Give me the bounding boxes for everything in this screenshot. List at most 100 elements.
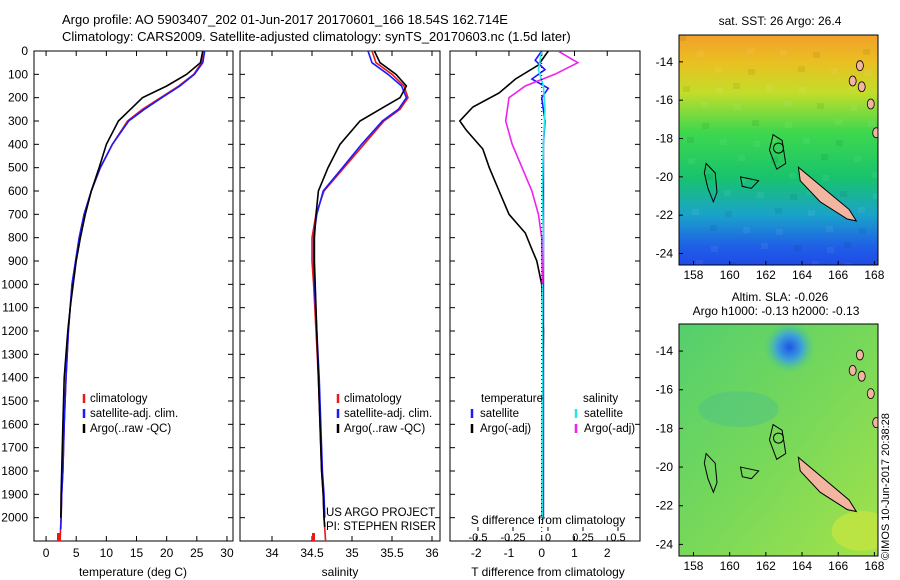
sst-map-pixel	[761, 243, 768, 249]
salinity-series-group	[311, 51, 409, 541]
timestamp-stamp: ©IMOS 10-Jun-2017 20:38:28	[880, 413, 892, 560]
sla-map-ytick-label: -24	[656, 537, 674, 551]
sst-map-pixel	[770, 136, 777, 142]
sla-map-reef-contour	[768, 423, 787, 461]
sst-map-pixel	[863, 49, 870, 55]
pressure-tick-label: 600	[8, 184, 28, 198]
sla-map-low-anomaly	[698, 391, 779, 428]
sla-map-ytick-label: -22	[656, 499, 674, 513]
chart-subtitle: Climatology: CARS2009. Satellite-adjuste…	[62, 29, 571, 44]
salinity-panel-frame	[239, 50, 441, 542]
sst-map-pixel	[803, 138, 810, 144]
difference-xtick-label: 2	[604, 546, 611, 560]
sla-map-xtick-label: 162	[756, 559, 776, 573]
sst-map-pixel	[711, 246, 718, 252]
sla-map-frame	[678, 323, 879, 557]
sst-map-pixel	[836, 140, 843, 146]
credit-pi: PI: STEPHEN RISER	[326, 521, 436, 533]
sla-map-island-small	[856, 349, 864, 361]
pressure-tick-label: 1300	[1, 347, 28, 361]
pressure-tick-label: 900	[8, 254, 28, 268]
sst-map-pixel	[733, 83, 740, 89]
sst-map-pixel	[812, 261, 819, 265]
temperature-series-group	[59, 51, 206, 541]
sst-map-xtick-label: 162	[756, 268, 776, 282]
salinity-line-argo-raw-qc-	[313, 51, 408, 528]
pressure-tick-label: 1400	[1, 371, 28, 385]
temperature-line-argo-raw-qc-	[60, 51, 204, 518]
pressure-tick-label: 1600	[1, 417, 28, 431]
sst-map-pixel	[872, 172, 878, 178]
sst-map-ytick-label: -18	[656, 132, 674, 146]
sst-map-pixel	[739, 176, 746, 182]
sst-map-pixel	[827, 247, 834, 253]
sst-map-pixel	[724, 190, 731, 196]
difference-s-tick-label: 0.25	[572, 532, 593, 544]
salinity-xtick-label: 36	[425, 546, 439, 560]
sla-map-features	[698, 324, 878, 551]
sst-map-pixel	[798, 66, 805, 72]
sst-map-pixel	[835, 119, 842, 125]
pressure-tick-label: 300	[8, 114, 28, 128]
sst-map-island-small	[856, 60, 864, 72]
pressure-tick-label: 400	[8, 137, 28, 151]
sst-map-pixel	[780, 50, 787, 56]
pressure-tick-label: 100	[8, 67, 28, 81]
difference-line-s-argo-adj-	[504, 51, 580, 285]
sst-map-pixel	[794, 245, 801, 251]
sst-map-pixel	[831, 68, 838, 74]
sst-map-ytick-label: -20	[656, 170, 674, 184]
temperature-xtick-label: 20	[160, 546, 174, 560]
sst-map-ytick-label: -24	[656, 247, 674, 261]
difference-legend-label: Argo(-adj)	[584, 423, 635, 435]
temperature-bottom-marker	[57, 533, 60, 541]
pressure-tick-label: 500	[8, 161, 28, 175]
difference-legend-label: satellite	[584, 408, 623, 420]
sla-map-xtick-label: 164	[792, 559, 812, 573]
temperature-xtick-label: 30	[220, 546, 234, 560]
sst-map-title: sat. SST: 26 Argo: 26.4	[719, 14, 842, 28]
sst-map-pixel	[858, 207, 865, 213]
sst-map-pixel	[808, 210, 815, 216]
sst-map-argo-marker	[773, 142, 784, 154]
sst-map-pixel	[849, 84, 856, 90]
sst-map-pixel	[696, 260, 703, 265]
salinity-xtick-label: 35	[345, 546, 359, 560]
difference-line-t-argo-adj-	[458, 51, 549, 518]
sst-map-pixel	[844, 242, 851, 248]
pressure-tick-label: 1100	[2, 301, 28, 315]
sst-map-pixel	[854, 156, 861, 162]
sst-map-pixel	[859, 228, 866, 234]
salinity-bottom-marker	[312, 533, 315, 541]
sst-map-reef-contour	[739, 176, 760, 189]
salinity-legend-label: Argo(..raw -QC)	[344, 423, 425, 435]
difference-line-t-satellite	[530, 51, 550, 518]
sla-map-title: Altim. SLA: -0.026	[732, 290, 829, 304]
sst-map-pixel	[813, 52, 820, 58]
chart-title: Argo profile: AO 5903407_202 01-Jun-2017…	[62, 12, 508, 27]
difference-axis-label: T difference from climatology	[471, 565, 625, 579]
sst-map-pixel	[775, 208, 782, 214]
sst-map-xtick-label: 168	[864, 268, 884, 282]
sst-map-pixel	[799, 87, 806, 93]
sst-map-pixel	[784, 101, 791, 107]
sst-map-pixel	[785, 122, 792, 128]
sst-map-features	[679, 35, 878, 265]
salinity-axis-label: salinity	[322, 565, 359, 579]
sst-map-pixel	[716, 88, 723, 94]
sla-map-eddy	[763, 324, 816, 374]
sla-map-xtick-label: 158	[683, 559, 703, 573]
temperature-xtick-label: 15	[130, 546, 144, 560]
sst-map-ytick-label: -22	[656, 208, 674, 222]
sst-map-pixel	[687, 137, 694, 143]
sla-map-reef-contour	[739, 466, 760, 480]
temperature-line-satellite-adj-clim-	[60, 51, 206, 530]
sla-map-island	[797, 456, 858, 513]
sst-map-pixel	[747, 48, 754, 54]
pressure-tick-label: 1000	[1, 277, 28, 291]
sla-map-high-anomaly	[831, 510, 878, 551]
temperature-legend-label: Argo(..raw -QC)	[90, 423, 171, 435]
sst-map-pixel	[748, 69, 755, 75]
difference-legend-header-temperature: temperature	[481, 393, 543, 405]
